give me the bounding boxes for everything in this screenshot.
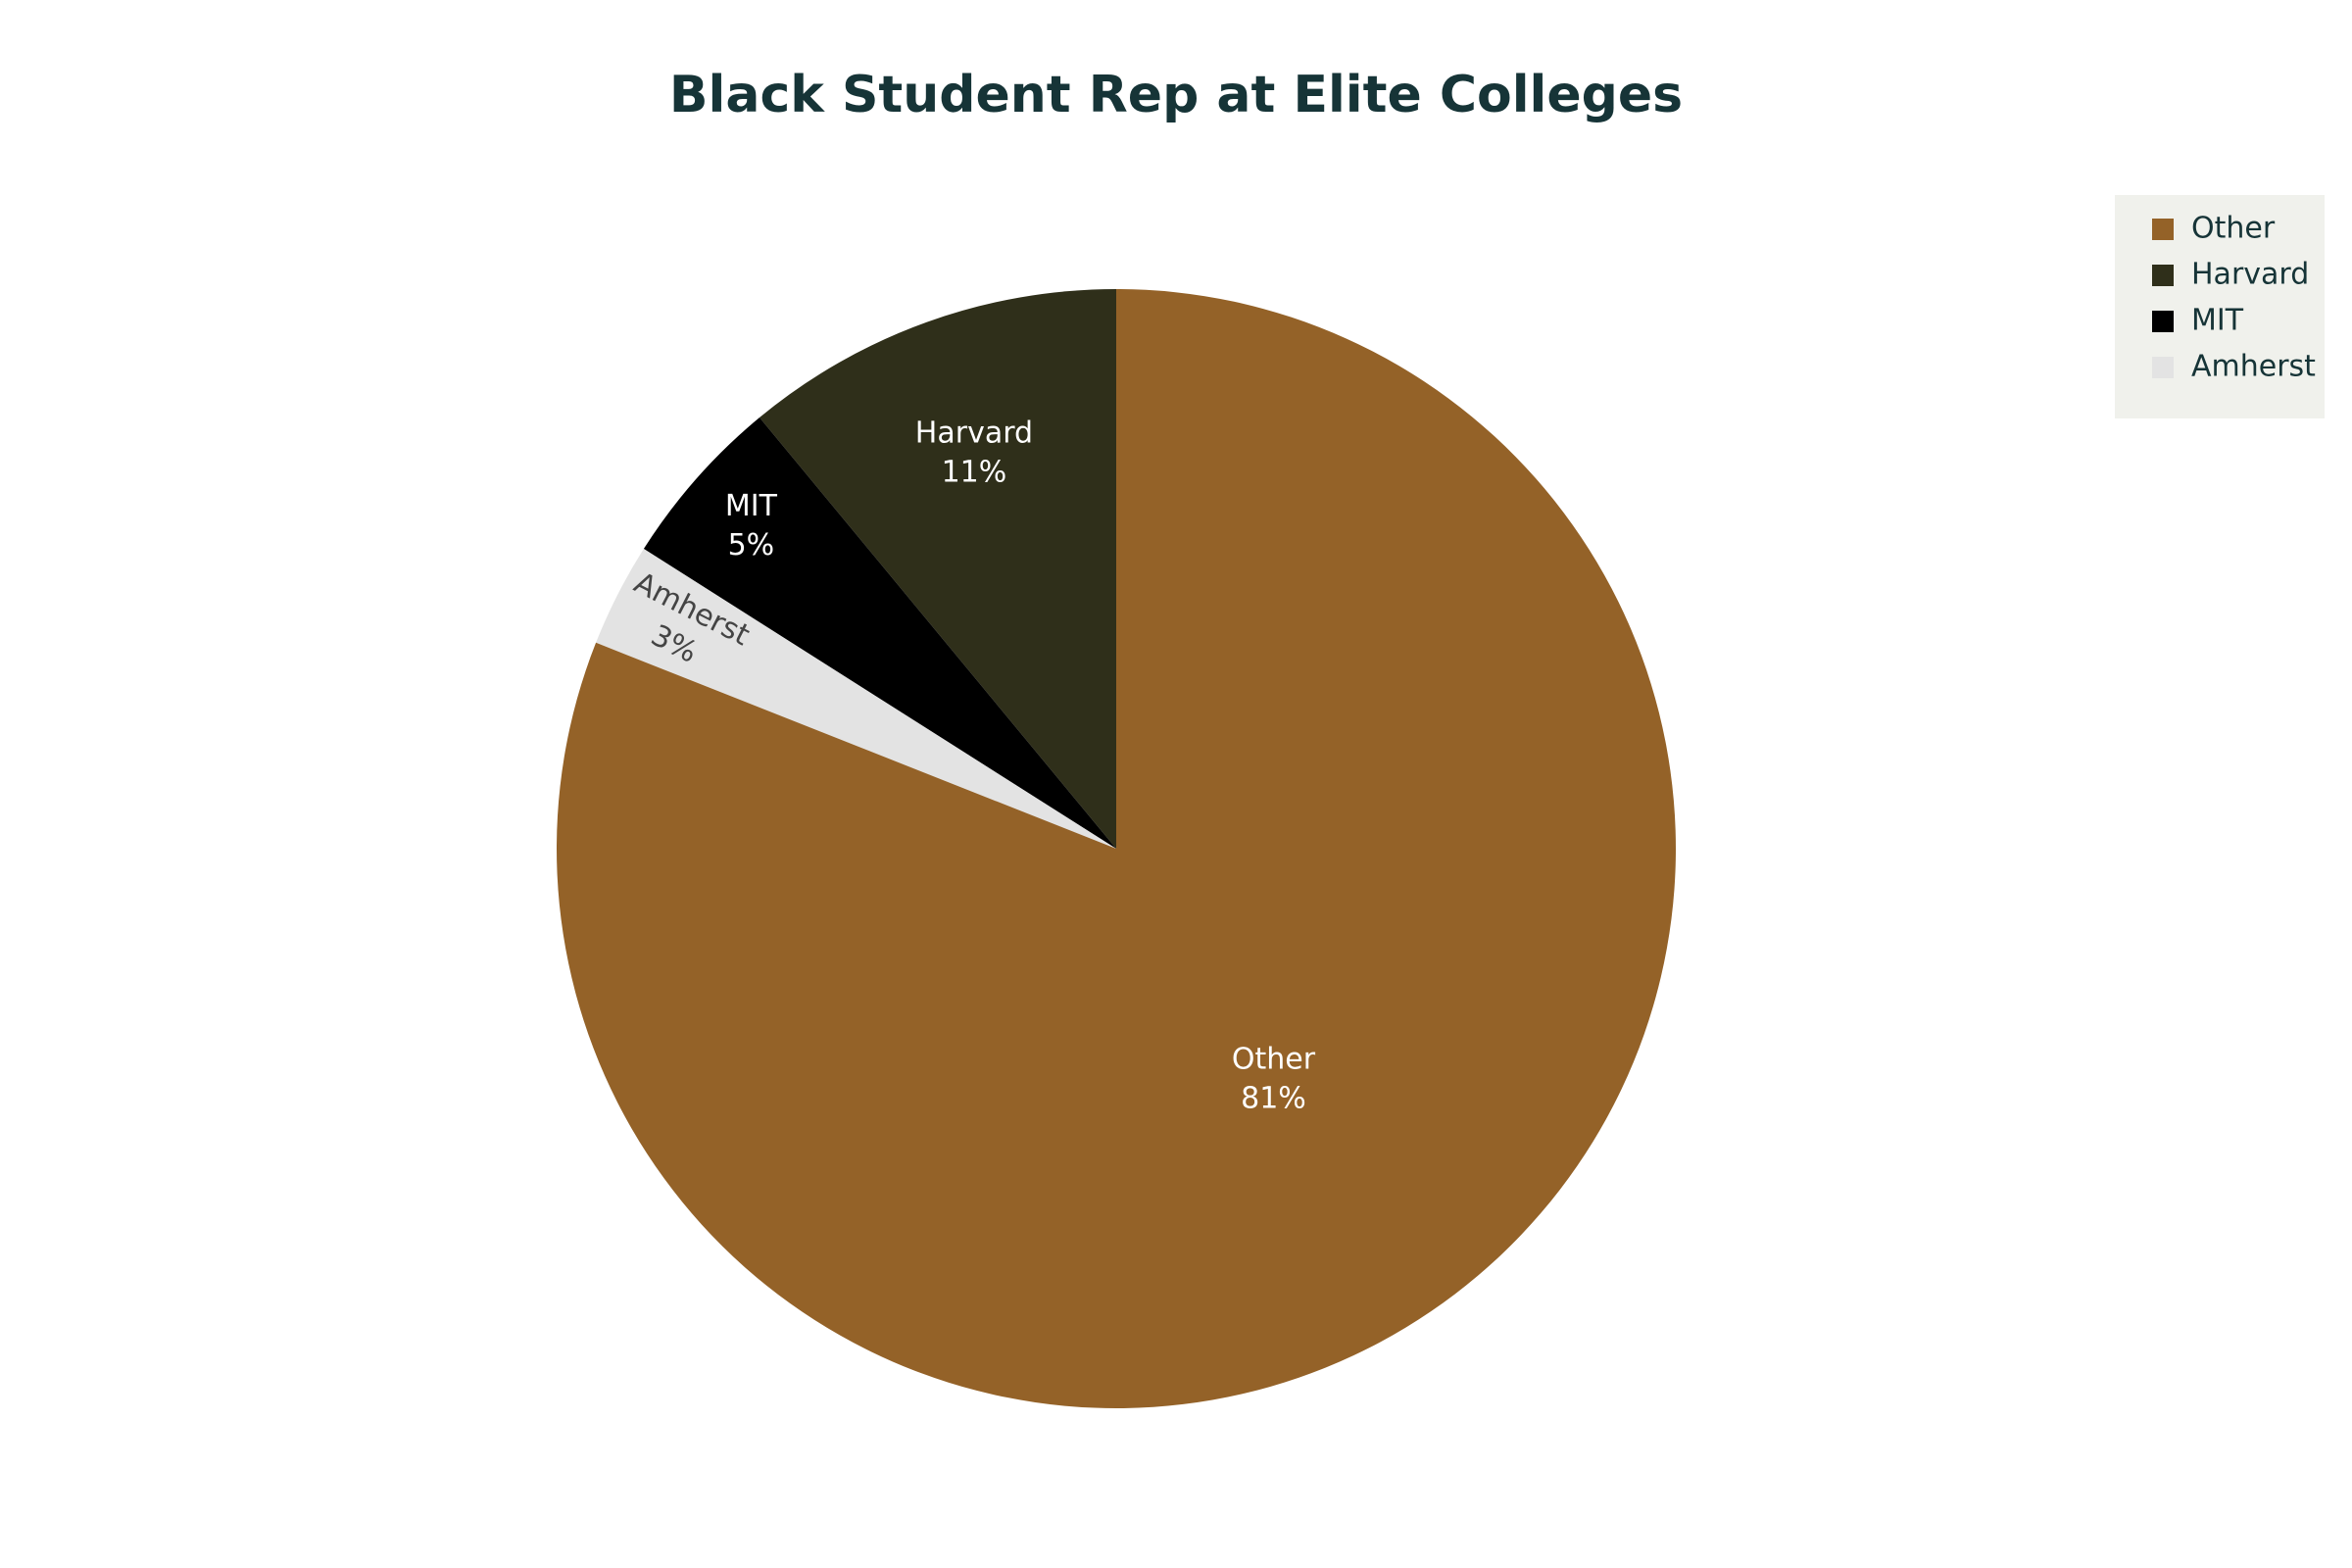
legend-label: MIT <box>2191 304 2244 338</box>
slice-label: MIT 5% <box>725 489 778 563</box>
slice-label: Harvard 11% <box>915 416 1033 490</box>
chart-title: Black Student Rep at Elite Colleges <box>669 66 1683 124</box>
pie-slice <box>643 417 1116 849</box>
legend-swatch <box>2152 357 2174 378</box>
legend-label: Amherst <box>2191 350 2316 384</box>
legend-swatch <box>2152 219 2174 240</box>
pie-slice <box>557 289 1677 1408</box>
slice-label-value: 81% <box>1241 1082 1306 1116</box>
slice-label: Other 81% <box>1232 1043 1316 1116</box>
pie-slice <box>596 549 1116 849</box>
pie-slice <box>760 289 1116 849</box>
legend-swatch <box>2152 265 2174 286</box>
slice-label-value: 5% <box>728 528 775 563</box>
slice-label-name: MIT <box>725 489 778 523</box>
slice-label-value: 11% <box>942 456 1007 490</box>
slice-label-name: Harvard <box>915 416 1033 451</box>
legend-label: Other <box>2191 212 2276 246</box>
legend-label: Harvard <box>2191 258 2309 292</box>
pie <box>557 289 1677 1408</box>
slice-label-name: Other <box>1232 1043 1316 1077</box>
legend: Other Harvard MIT Amherst <box>2115 195 2325 418</box>
legend-box <box>2115 195 2325 418</box>
legend-swatch <box>2152 311 2174 332</box>
